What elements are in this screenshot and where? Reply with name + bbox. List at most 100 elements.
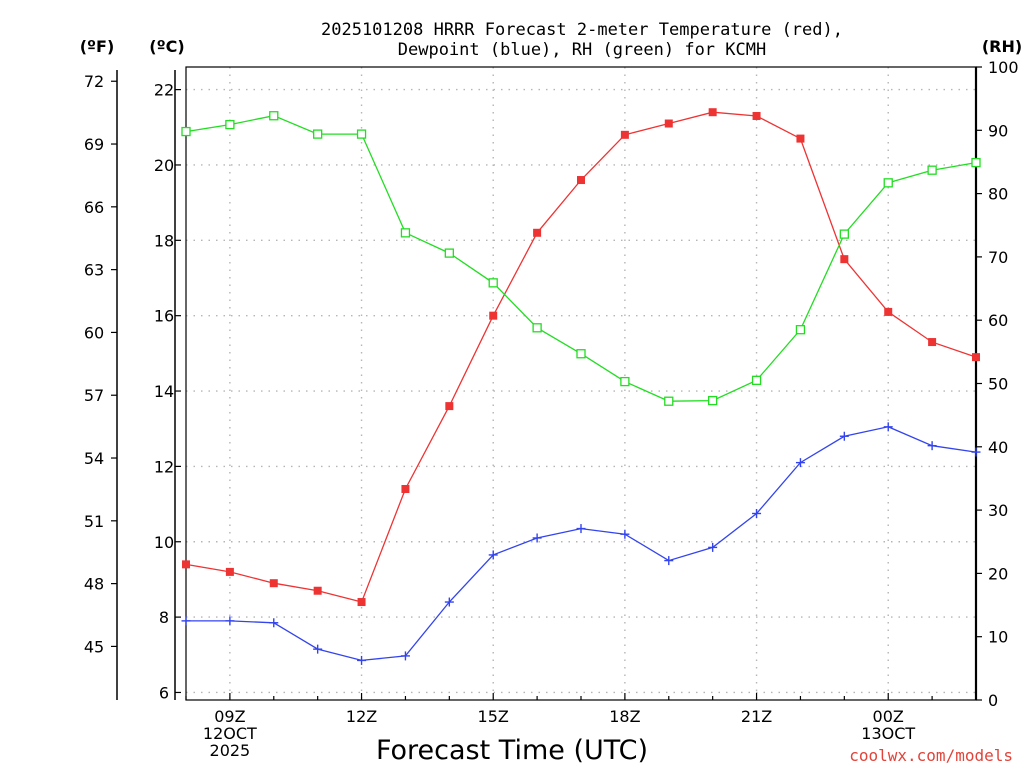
data-point-marker [313,644,323,654]
tick-labels: 6 8 10 12 14 16 18 20 22 45 48 51 54 57 60 63 66 69 72 0 10 2… [84,58,1019,760]
data-point-marker [356,129,367,139]
rh-tick-label: 0 [988,691,998,710]
grid-lines [186,67,976,700]
rh-tick-label: 100 [988,58,1019,77]
data-point-marker [664,396,674,406]
fahrenheit-tick-label: 54 [84,449,104,468]
axes [111,66,982,701]
data-point-marker [795,458,805,468]
x-tick-label: 12Z [346,707,377,726]
data-point-marker [883,422,893,432]
data-point-marker [533,228,542,237]
data-point-marker [752,111,761,120]
series-rh [181,111,981,406]
x-tick-label: 13OCT [861,724,915,743]
x-tick-label: 21Z [741,707,772,726]
data-point-marker [620,376,630,387]
rh-tick-label: 80 [988,185,1008,204]
data-point-marker [400,651,410,661]
data-point-marker [269,618,279,628]
data-point-marker [269,111,279,121]
data-point-marker [313,129,323,139]
fahrenheit-tick-label: 57 [84,386,104,405]
data-point-marker [971,447,981,457]
data-point-marker [225,567,234,576]
data-point-marker [795,325,806,335]
rh-tick-label: 20 [988,564,1008,583]
series-line [186,426,977,662]
celsius-tick-label: 14 [154,382,174,401]
data-point-marker [972,353,980,362]
data-point-marker [752,508,762,518]
x-tick-label: 18Z [609,707,640,726]
fahrenheit-tick-label: 51 [84,512,104,531]
data-point-marker [840,255,849,264]
data-point-marker [401,485,410,493]
data-point-marker [884,307,893,316]
data-point-marker [488,550,498,560]
data-point-marker [883,178,893,188]
data-point-marker [181,616,191,626]
celsius-tick-label: 22 [154,81,174,100]
rh-tick-label: 90 [988,121,1008,140]
data-point-marker [927,165,937,175]
plot-frame [185,66,977,701]
x-tick-label: 2025 [210,741,251,760]
fahrenheit-tick-label: 69 [84,135,104,154]
fahrenheit-tick-label: 72 [84,72,104,91]
data-point-marker [576,524,586,534]
data-point-marker [664,119,673,128]
data-point-marker [532,323,542,333]
rh-tick-label: 50 [988,375,1008,394]
x-tick-label: 12OCT [203,724,257,743]
fahrenheit-tick-label: 48 [84,575,104,594]
celsius-unit-label: (ºC) [149,37,184,56]
data-point-marker [751,375,762,385]
data-point-marker [182,560,190,569]
x-tick-label: 09Z [214,707,245,726]
series-2-meter-temperature [182,108,980,607]
data-point-marker [444,597,454,607]
data-point-marker [269,579,278,588]
data-point-marker [313,586,322,595]
data-point-marker [708,542,718,552]
chart-title-line2: Dewpoint (blue), RH (green) for KCMH [398,40,766,60]
x-axis-title: Forecast Time (UTC) [376,735,648,766]
rh-tick-label: 10 [988,628,1008,647]
data-point-marker [489,311,498,320]
data-point-marker [225,616,235,626]
data-point-marker [928,338,937,347]
celsius-tick-label: 6 [159,683,169,702]
rh-tick-label: 30 [988,501,1008,520]
fahrenheit-tick-label: 60 [84,323,104,342]
data-series [181,108,981,665]
chart-title-line1: 2025101208 HRRR Forecast 2-meter Tempera… [321,20,843,40]
data-point-marker [357,598,366,607]
data-point-marker [927,441,937,451]
data-point-marker [620,130,629,139]
celsius-tick-label: 10 [154,533,174,552]
data-point-marker [181,126,191,137]
data-point-marker [839,229,849,239]
data-point-marker [577,176,585,185]
series-dewpoint [181,422,981,665]
celsius-tick-label: 16 [154,307,174,326]
rh-tick-label: 60 [988,311,1008,330]
x-tick-label: 00Z [873,707,904,726]
data-point-marker [488,278,498,288]
celsius-tick-label: 18 [154,231,174,250]
data-point-marker [708,395,718,406]
x-tick-label: 15Z [478,707,509,726]
data-point-marker [225,119,235,130]
celsius-tick-label: 12 [154,457,174,476]
fahrenheit-tick-label: 66 [84,198,104,217]
data-point-marker [971,157,981,168]
fahrenheit-unit-label: (ºF) [80,37,115,56]
data-point-marker [839,431,849,441]
data-point-marker [444,248,454,258]
credit-text: coolwx.com/models [849,746,1013,765]
fahrenheit-tick-label: 45 [84,637,104,656]
data-point-marker [708,108,717,117]
data-point-marker [796,134,805,143]
